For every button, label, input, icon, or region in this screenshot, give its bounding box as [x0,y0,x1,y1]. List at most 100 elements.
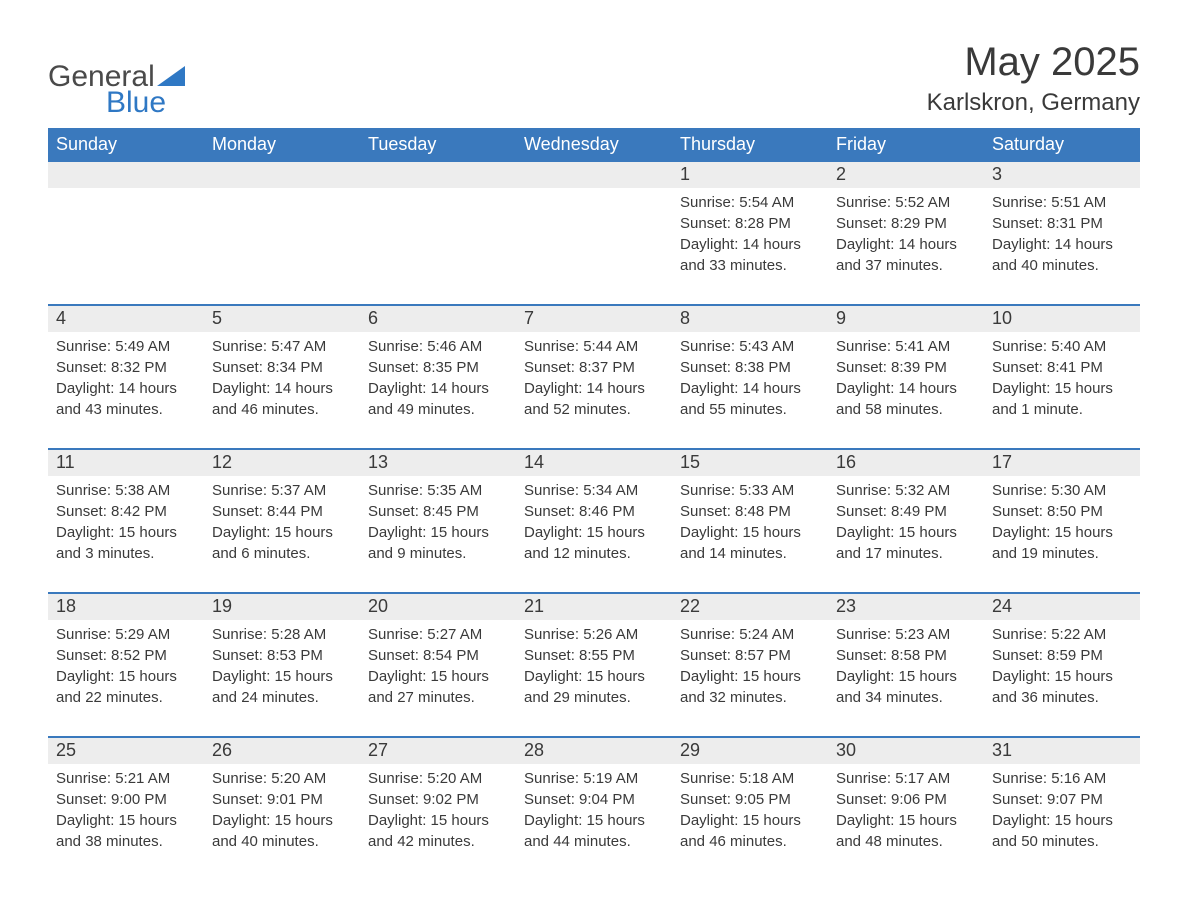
sunset-text: Sunset: 8:44 PM [212,501,352,522]
day-body: Sunrise: 5:46 AMSunset: 8:35 PMDaylight:… [360,332,516,428]
logo-text-blue: Blue [106,88,185,118]
day-body: Sunrise: 5:34 AMSunset: 8:46 PMDaylight:… [516,476,672,572]
sunset-text: Sunset: 8:54 PM [368,645,508,666]
date-number: 7 [516,306,672,332]
sunrise-text: Sunrise: 5:16 AM [992,768,1132,789]
daylight-text: Daylight: 15 hours and 22 minutes. [56,666,196,708]
week-row: 18Sunrise: 5:29 AMSunset: 8:52 PMDayligh… [48,592,1140,716]
date-number: 3 [984,162,1140,188]
daylight-text: Daylight: 15 hours and 48 minutes. [836,810,976,852]
week-row: 4Sunrise: 5:49 AMSunset: 8:32 PMDaylight… [48,304,1140,428]
daylight-text: Daylight: 15 hours and 42 minutes. [368,810,508,852]
sunrise-text: Sunrise: 5:17 AM [836,768,976,789]
day-cell [48,162,204,284]
day-header-wednesday: Wednesday [516,128,672,162]
day-body: Sunrise: 5:16 AMSunset: 9:07 PMDaylight:… [984,764,1140,860]
sunset-text: Sunset: 8:42 PM [56,501,196,522]
sunset-text: Sunset: 8:45 PM [368,501,508,522]
day-cell: 11 Sunrise: 5:38 AMSunset: 8:42 PMDayligh… [48,450,204,572]
date-number: 4 [48,306,204,332]
sunset-text: Sunset: 8:48 PM [680,501,820,522]
day-cell: 4Sunrise: 5:49 AMSunset: 8:32 PMDaylight… [48,306,204,428]
sunrise-text: Sunrise: 5:40 AM [992,336,1132,357]
sunset-text: Sunset: 9:02 PM [368,789,508,810]
sunset-text: Sunset: 8:49 PM [836,501,976,522]
date-number: 23 [828,594,984,620]
sunrise-text: Sunrise: 5:29 AM [56,624,196,645]
sunrise-text: Sunrise: 5:44 AM [524,336,664,357]
day-body: Sunrise: 5:54 AMSunset: 8:28 PMDaylight:… [672,188,828,284]
sunrise-text: Sunrise: 5:38 AM [56,480,196,501]
date-number [48,162,204,188]
day-body: Sunrise: 5:44 AMSunset: 8:37 PMDaylight:… [516,332,672,428]
week-row: 1Sunrise: 5:54 AMSunset: 8:28 PMDaylight… [48,162,1140,284]
date-number [204,162,360,188]
logo: General Blue [48,40,185,118]
day-body: Sunrise: 5:30 AMSunset: 8:50 PMDaylight:… [984,476,1140,572]
day-cell: 10Sunrise: 5:40 AMSunset: 8:41 PMDayligh… [984,306,1140,428]
daylight-text: Daylight: 15 hours and 34 minutes. [836,666,976,708]
daylight-text: Daylight: 14 hours and 46 minutes. [212,378,352,420]
day-body: Sunrise: 5:37 AMSunset: 8:44 PMDaylight:… [204,476,360,572]
sunrise-text: Sunrise: 5:21 AM [56,768,196,789]
sunset-text: Sunset: 8:39 PM [836,357,976,378]
day-cell: 2Sunrise: 5:52 AMSunset: 8:29 PMDaylight… [828,162,984,284]
day-body: Sunrise: 5:51 AMSunset: 8:31 PMDaylight:… [984,188,1140,284]
day-body: Sunrise: 5:26 AMSunset: 8:55 PMDaylight:… [516,620,672,716]
sunrise-text: Sunrise: 5:22 AM [992,624,1132,645]
sunset-text: Sunset: 8:55 PM [524,645,664,666]
daylight-text: Daylight: 15 hours and 17 minutes. [836,522,976,564]
day-body [204,188,360,284]
date-number [516,162,672,188]
sunrise-text: Sunrise: 5:34 AM [524,480,664,501]
day-header-tuesday: Tuesday [360,128,516,162]
daylight-text: Daylight: 15 hours and 1 minute. [992,378,1132,420]
day-body: Sunrise: 5:43 AMSunset: 8:38 PMDaylight:… [672,332,828,428]
date-number: 22 [672,594,828,620]
day-cell: 31Sunrise: 5:16 AMSunset: 9:07 PMDayligh… [984,738,1140,860]
sunrise-text: Sunrise: 5:54 AM [680,192,820,213]
day-body: Sunrise: 5:47 AMSunset: 8:34 PMDaylight:… [204,332,360,428]
day-cell: 6Sunrise: 5:46 AMSunset: 8:35 PMDaylight… [360,306,516,428]
date-number: 5 [204,306,360,332]
day-header-sunday: Sunday [48,128,204,162]
day-cell [516,162,672,284]
date-number: 25 [48,738,204,764]
date-number: 12 [204,450,360,476]
sunrise-text: Sunrise: 5:32 AM [836,480,976,501]
date-number: 11 [48,450,204,476]
day-cell: 5Sunrise: 5:47 AMSunset: 8:34 PMDaylight… [204,306,360,428]
sunset-text: Sunset: 8:29 PM [836,213,976,234]
day-body: Sunrise: 5:20 AMSunset: 9:02 PMDaylight:… [360,764,516,860]
day-body: Sunrise: 5:35 AMSunset: 8:45 PMDaylight:… [360,476,516,572]
daylight-text: Daylight: 15 hours and 12 minutes. [524,522,664,564]
week-row: 25Sunrise: 5:21 AMSunset: 9:00 PMDayligh… [48,736,1140,860]
daylight-text: Daylight: 15 hours and 6 minutes. [212,522,352,564]
day-cell [204,162,360,284]
sunset-text: Sunset: 8:53 PM [212,645,352,666]
sunrise-text: Sunrise: 5:49 AM [56,336,196,357]
day-body: Sunrise: 5:24 AMSunset: 8:57 PMDaylight:… [672,620,828,716]
day-body: Sunrise: 5:49 AMSunset: 8:32 PMDaylight:… [48,332,204,428]
day-header-monday: Monday [204,128,360,162]
sunset-text: Sunset: 8:32 PM [56,357,196,378]
daylight-text: Daylight: 15 hours and 14 minutes. [680,522,820,564]
day-body: Sunrise: 5:28 AMSunset: 8:53 PMDaylight:… [204,620,360,716]
day-cell: 13Sunrise: 5:35 AMSunset: 8:45 PMDayligh… [360,450,516,572]
daylight-text: Daylight: 15 hours and 19 minutes. [992,522,1132,564]
logo-triangle-icon [157,64,185,86]
day-cell: 23Sunrise: 5:23 AMSunset: 8:58 PMDayligh… [828,594,984,716]
date-number: 15 [672,450,828,476]
day-cell: 18Sunrise: 5:29 AMSunset: 8:52 PMDayligh… [48,594,204,716]
daylight-text: Daylight: 15 hours and 40 minutes. [212,810,352,852]
month-title: May 2025 [927,40,1140,85]
day-cell: 17Sunrise: 5:30 AMSunset: 8:50 PMDayligh… [984,450,1140,572]
sunrise-text: Sunrise: 5:43 AM [680,336,820,357]
day-cell: 28Sunrise: 5:19 AMSunset: 9:04 PMDayligh… [516,738,672,860]
sunrise-text: Sunrise: 5:46 AM [368,336,508,357]
day-header-saturday: Saturday [984,128,1140,162]
day-body: Sunrise: 5:52 AMSunset: 8:29 PMDaylight:… [828,188,984,284]
day-body [48,188,204,284]
daylight-text: Daylight: 15 hours and 3 minutes. [56,522,196,564]
day-body: Sunrise: 5:17 AMSunset: 9:06 PMDaylight:… [828,764,984,860]
